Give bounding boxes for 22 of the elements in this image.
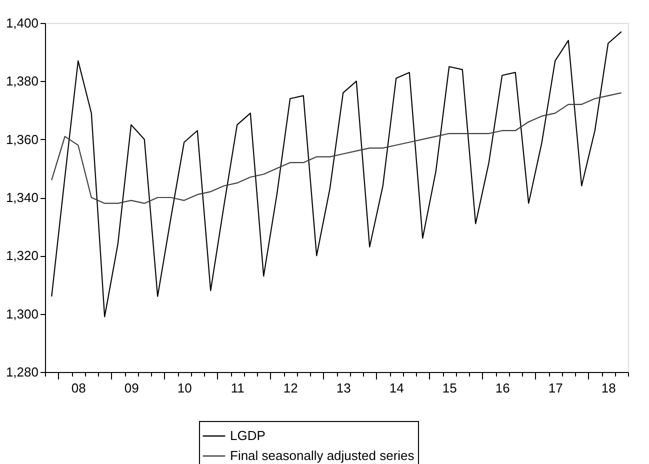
x-tick-label: 15 [442, 380, 457, 396]
y-tick-label: 1,340 [6, 190, 38, 205]
x-tick-label: 16 [495, 380, 510, 396]
x-tick-label: 17 [548, 380, 563, 396]
y-tick-label: 1,360 [6, 132, 38, 147]
y-tick-label: 1,400 [6, 16, 38, 30]
line-series [51, 92, 622, 204]
y-tick-label: 1,300 [6, 306, 38, 322]
line-series [51, 31, 622, 318]
x-tick-label: 10 [177, 380, 192, 396]
y-tick-label: 1,280 [6, 364, 38, 380]
x-tick-label: 08 [71, 380, 86, 396]
x-tick-label: 14 [389, 380, 404, 396]
y-tick-label: 1,380 [6, 74, 38, 89]
y-tick-label: 1,320 [6, 248, 38, 264]
x-tick-label: 13 [336, 380, 351, 396]
x-tick-label: 12 [283, 380, 298, 396]
legend-label: LGDP [230, 428, 266, 443]
x-tick-label: 11 [230, 380, 244, 396]
x-tick-label: 09 [124, 380, 139, 396]
legend-label: Final seasonally adjusted series [230, 448, 415, 463]
x-tick-label: 18 [601, 380, 616, 396]
